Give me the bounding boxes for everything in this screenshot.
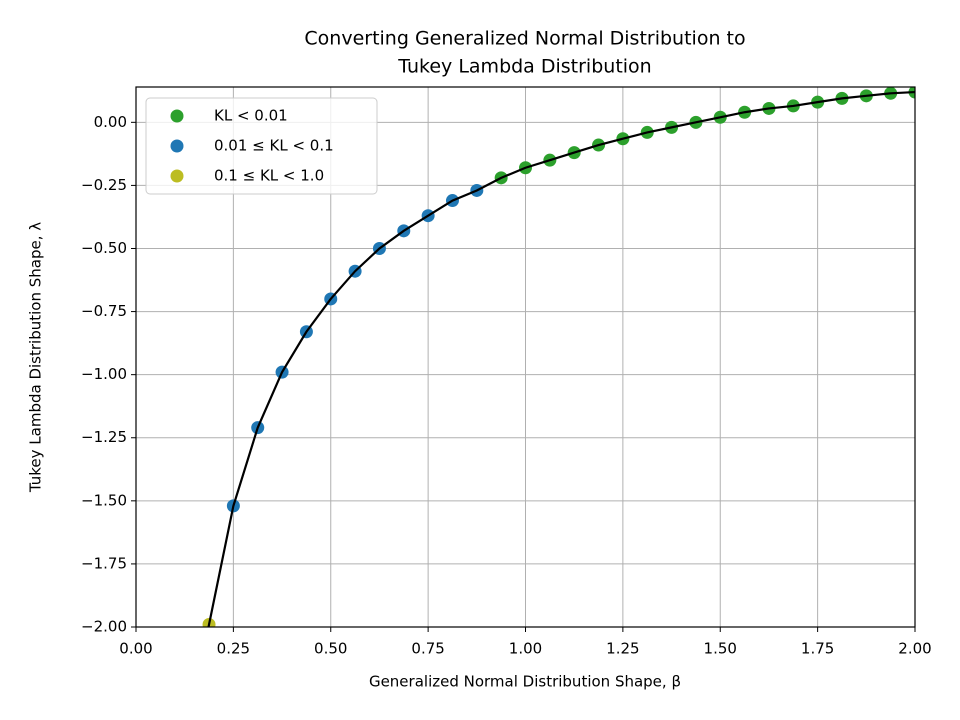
- curve-line: [207, 90, 915, 627]
- legend-marker: [170, 139, 184, 153]
- y-tick-label: −1.75: [81, 554, 127, 572]
- x-tick-label: 0.50: [314, 640, 347, 658]
- chart-title: Tukey Lambda Distribution: [397, 56, 651, 78]
- y-tick-label: −1.50: [81, 491, 127, 509]
- x-tick-label: 1.75: [801, 640, 834, 658]
- legend-marker: [170, 169, 184, 183]
- legend-label: 0.01 ≤ KL < 0.1: [214, 137, 334, 155]
- chart-title: Converting Generalized Normal Distributi…: [304, 28, 745, 50]
- x-tick-label: 1.50: [704, 640, 737, 658]
- y-tick-label: −0.50: [81, 239, 127, 257]
- ticks: 0.00 0.25 0.50 0.75 1.00 1.25 1.50 1.75 2.00 −2.0…: [81, 113, 932, 658]
- legend-label: KL < 0.01: [214, 107, 288, 125]
- legend: KL < 0.01 0.01 ≤ KL < 0.1 0.1 ≤ KL < 1.0: [145, 97, 378, 195]
- x-tick-label: 2.00: [898, 640, 931, 658]
- legend-label: 0.1 ≤ KL < 1.0: [214, 167, 324, 185]
- x-tick-label: 0.25: [217, 640, 250, 658]
- x-axis-label: Generalized Normal Distribution Shape, β: [369, 673, 681, 691]
- y-tick-label: 0.00: [94, 113, 127, 131]
- legend-marker: [170, 109, 184, 123]
- y-tick-label: −1.00: [81, 365, 127, 383]
- x-tick-label: 0.00: [119, 640, 152, 658]
- y-tick-label: −2.00: [81, 618, 127, 636]
- y-tick-label: −0.25: [81, 176, 127, 194]
- x-tick-label: 0.75: [411, 640, 444, 658]
- y-axis-label: Tukey Lambda Distribution Shape, λ: [27, 222, 45, 493]
- y-tick-label: −1.25: [81, 428, 127, 446]
- x-tick-label: 1.25: [606, 640, 639, 658]
- legend-box: [145, 97, 378, 195]
- y-tick-label: −0.75: [81, 302, 127, 320]
- plot-marks: [202, 87, 915, 627]
- x-tick-label: 1.00: [509, 640, 542, 658]
